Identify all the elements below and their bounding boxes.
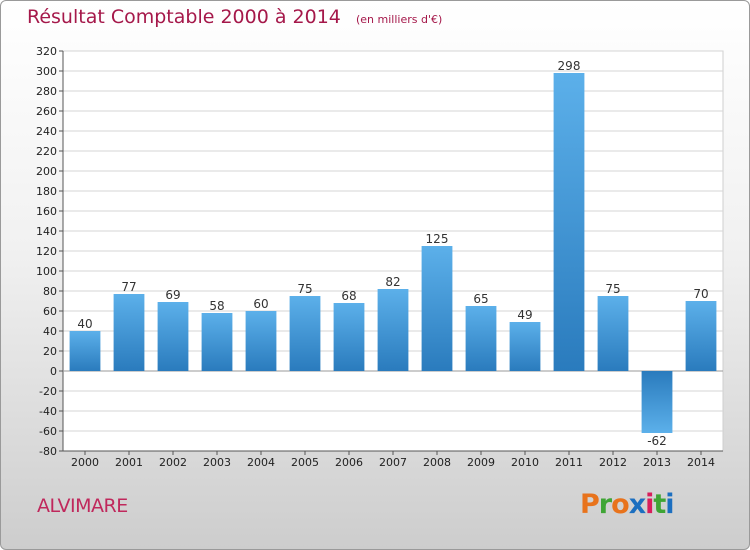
y-tick-label: 300 (36, 65, 57, 78)
x-tick-label: 2013 (643, 456, 671, 469)
x-tick-label: 2000 (71, 456, 99, 469)
bar-2004 (245, 311, 277, 371)
x-tick-label: 2007 (379, 456, 407, 469)
bar-2013 (641, 371, 673, 433)
y-tick-label: 140 (36, 225, 57, 238)
bar-2014 (685, 301, 717, 371)
data-label: 70 (693, 287, 708, 301)
y-tick-label: -20 (39, 385, 57, 398)
x-tick-label: 2006 (335, 456, 363, 469)
x-tick-label: 2009 (467, 456, 495, 469)
y-tick-label: 100 (36, 265, 57, 278)
bar-2005 (289, 296, 321, 371)
proxiti-logo: Proxiti (580, 489, 675, 520)
data-label: 65 (473, 292, 488, 306)
y-tick-label: -80 (39, 445, 57, 458)
y-tick-label: 280 (36, 85, 57, 98)
y-tick-label: 20 (43, 345, 57, 358)
data-label: 77 (121, 280, 136, 294)
x-tick-label: 2004 (247, 456, 275, 469)
logo-letter: i (665, 489, 674, 520)
bar-2007 (377, 289, 409, 371)
y-tick-label: 220 (36, 145, 57, 158)
y-tick-label: 0 (50, 365, 57, 378)
y-tick-label: -60 (39, 425, 57, 438)
chart-title: Résultat Comptable 2000 à 2014 (27, 6, 341, 28)
bar-2006 (333, 303, 365, 371)
bar-2010 (509, 322, 541, 371)
x-tick-label: 2012 (599, 456, 627, 469)
y-tick-label: 260 (36, 105, 57, 118)
logo-letter: i (645, 489, 654, 520)
bar-2002 (157, 302, 189, 371)
data-label: 68 (341, 289, 356, 303)
y-tick-label: 240 (36, 125, 57, 138)
logo-letter: x (628, 489, 646, 520)
data-label: 75 (605, 282, 620, 296)
y-tick-label: 160 (36, 205, 57, 218)
title-row: Résultat Comptable 2000 à 2014 (en milli… (27, 6, 442, 28)
y-tick-label: 80 (43, 285, 57, 298)
x-tick-label: 2014 (687, 456, 715, 469)
logo-letter: t (653, 489, 666, 520)
logo-letter: o (611, 489, 630, 520)
y-tick-label: 60 (43, 305, 57, 318)
data-label: 69 (165, 288, 180, 302)
bar-2000 (69, 331, 101, 371)
data-label: 82 (385, 275, 400, 289)
logo-letter: P (580, 489, 600, 520)
y-tick-label: 120 (36, 245, 57, 258)
x-tick-label: 2003 (203, 456, 231, 469)
data-label: 60 (253, 297, 268, 311)
y-tick-label: 320 (36, 45, 57, 58)
data-label: 298 (558, 59, 581, 73)
data-label: 40 (77, 317, 92, 331)
y-tick-label: 180 (36, 185, 57, 198)
bar-2001 (113, 294, 145, 371)
x-tick-label: 2002 (159, 456, 187, 469)
y-tick-label: -40 (39, 405, 57, 418)
x-tick-label: 2005 (291, 456, 319, 469)
data-label: 125 (426, 232, 449, 246)
x-tick-label: 2001 (115, 456, 143, 469)
data-label: 58 (209, 299, 224, 313)
logo-letter: r (598, 489, 612, 520)
bar-2008 (421, 246, 453, 371)
data-label: -62 (647, 434, 667, 448)
x-tick-label: 2008 (423, 456, 451, 469)
chart-subtitle: (en milliers d'€) (355, 13, 443, 26)
commune-name: ALVIMARE (37, 495, 128, 517)
y-tick-label: 40 (43, 325, 57, 338)
x-tick-label: 2010 (511, 456, 539, 469)
bar-2011 (553, 73, 585, 371)
bar-2009 (465, 306, 497, 371)
bar-2003 (201, 313, 233, 371)
data-label: 49 (517, 308, 532, 322)
y-tick-label: 200 (36, 165, 57, 178)
bar-2012 (597, 296, 629, 371)
data-label: 75 (297, 282, 312, 296)
x-tick-label: 2011 (555, 456, 583, 469)
